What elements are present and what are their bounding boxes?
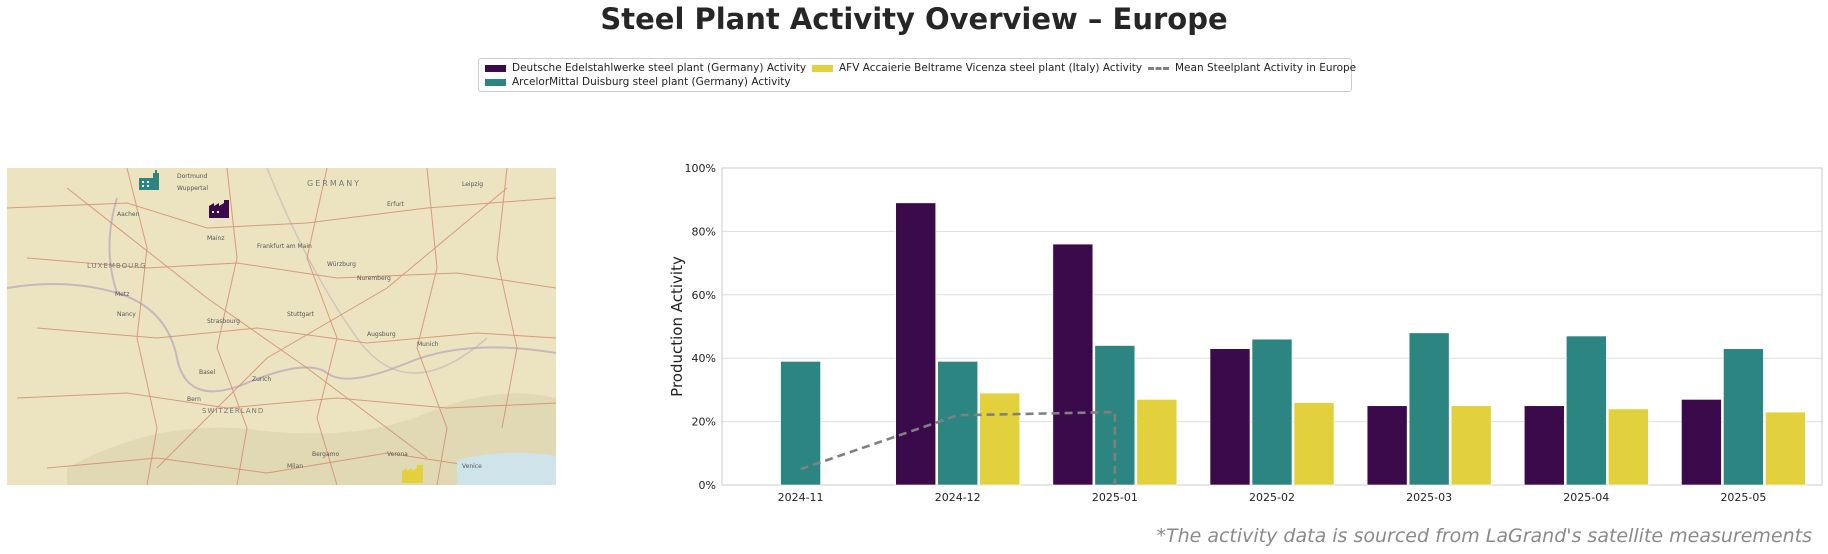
legend-swatch: [485, 78, 506, 86]
bar: [780, 361, 821, 486]
x-tick-label: 2025-04: [1563, 491, 1609, 504]
map-label: Zurich: [252, 376, 271, 383]
x-tick-label: 2024-12: [935, 491, 981, 504]
bar: [1723, 348, 1764, 486]
x-tick-label: 2025-01: [1092, 491, 1138, 504]
y-axis-label: Production Activity: [668, 256, 686, 397]
gulf-of-venice: [457, 452, 556, 485]
map-label: LUXEMBOURG: [87, 262, 147, 270]
europe-map[interactable]: GERMANY LUXEMBOURG SWITZERLAND Frankfurt…: [7, 168, 556, 485]
x-tick-labels: 2024-11 2024-12 2025-01 2025-02 2025-03 2025-…: [778, 491, 1767, 504]
legend-swatch: [812, 64, 833, 72]
map-label: Aachen: [117, 211, 140, 218]
map-label: Metz: [115, 291, 129, 298]
map-label: Augsburg: [367, 331, 396, 338]
factory-icon[interactable]: [402, 465, 423, 483]
map-label: Strasbourg: [207, 318, 240, 325]
chart-legend: Deutsche Edelstahlwerke steel plant (Ger…: [478, 58, 1356, 92]
map-label: Nuremberg: [357, 275, 391, 282]
map-label: Mainz: [207, 235, 224, 242]
legend-dash-swatch: [1148, 66, 1169, 70]
y-tick-label: 40%: [692, 352, 716, 365]
map-label: Erfurt: [387, 201, 405, 208]
y-tick-label: 0%: [699, 479, 716, 492]
bar: [1366, 405, 1408, 486]
bar-chart: 0% 20% 40% 60% 80% 100% 2024-11 2024-12 2025-01…: [660, 160, 1828, 514]
legend-item-arcelormittal-duisburg: ArcelorMittal Duisburg steel plant (Germ…: [485, 76, 791, 88]
bar: [1052, 243, 1094, 486]
bar: [1209, 348, 1251, 486]
map-label: Bern: [187, 396, 201, 403]
source-note: *The activity data is sourced from LaGra…: [1156, 525, 1812, 547]
bar: [1136, 399, 1178, 486]
bars-layer: [780, 202, 1806, 486]
map-label: Basel: [199, 369, 216, 376]
factory-icon[interactable]: [139, 170, 159, 190]
y-tick-label: 20%: [692, 416, 716, 429]
bar: [1450, 405, 1492, 486]
map-label: Venice: [462, 463, 482, 470]
map-label: GERMANY: [307, 179, 361, 188]
road-network: [7, 168, 556, 485]
legend-item-afv-beltrame: AFV Accaierie Beltrame Vicenza steel pla…: [812, 62, 1142, 74]
bar: [1408, 332, 1450, 486]
page-title: Steel Plant Activity Overview – Europe: [600, 2, 1228, 36]
x-tick-label: 2025-03: [1406, 491, 1452, 504]
legend-label: AFV Accaierie Beltrame Vicenza steel pla…: [839, 62, 1143, 74]
legend-label: ArcelorMittal Duisburg steel plant (Germ…: [512, 76, 791, 88]
map-label: Nancy: [117, 311, 136, 318]
legend-label: Deutsche Edelstahlwerke steel plant (Ger…: [512, 62, 807, 74]
bar: [1607, 408, 1649, 486]
factory-icon[interactable]: [209, 200, 229, 218]
mean-activity-line: [800, 410, 1117, 485]
border-line: [108, 197, 118, 294]
map-label: Wuppertal: [177, 185, 208, 192]
map-label: Bergamo: [312, 451, 339, 458]
map-label: Milan: [287, 463, 303, 470]
bar: [1765, 411, 1806, 486]
map-label: Dortmund: [177, 173, 208, 180]
map-label: SWITZERLAND: [202, 407, 264, 415]
map-label: Stuttgart: [287, 311, 315, 318]
legend-item-mean-activity: Mean Steelplant Activity in Europe: [1148, 62, 1356, 74]
x-tick-label: 2025-05: [1720, 491, 1766, 504]
y-tick-label: 80%: [692, 225, 716, 238]
bar: [1565, 335, 1607, 486]
map-svg: GERMANY LUXEMBOURG SWITZERLAND Frankfurt…: [7, 168, 556, 485]
mean-line-layer: [800, 410, 1117, 485]
bar: [1251, 338, 1293, 486]
bar: [1681, 399, 1722, 486]
map-label: Verona: [387, 451, 408, 458]
map-label: Frankfurt am Main: [257, 243, 312, 250]
bar: [895, 202, 937, 486]
legend-swatch: [485, 64, 506, 72]
y-tick-label: 100%: [685, 162, 716, 175]
bar: [1293, 402, 1335, 486]
legend-item-deutsche-edelstahlwerke: Deutsche Edelstahlwerke steel plant (Ger…: [485, 62, 806, 74]
x-tick-label: 2025-02: [1249, 491, 1295, 504]
map-label: Leipzig: [462, 181, 483, 188]
x-tick-label: 2024-11: [778, 491, 824, 504]
map-labels: GERMANY LUXEMBOURG SWITZERLAND Frankfurt…: [87, 173, 483, 470]
bar: [1523, 405, 1565, 486]
y-tick-labels: 0% 20% 40% 60% 80% 100%: [685, 162, 716, 492]
legend-label: Mean Steelplant Activity in Europe: [1175, 62, 1357, 74]
bar: [937, 361, 979, 486]
border-line: [266, 168, 488, 374]
chart-svg: 0% 20% 40% 60% 80% 100% 2024-11 2024-12 2025-01…: [668, 162, 1823, 504]
map-label: Munich: [417, 341, 439, 348]
bar: [979, 392, 1021, 486]
map-label: Würzburg: [327, 261, 356, 268]
y-tick-label: 60%: [692, 289, 716, 302]
